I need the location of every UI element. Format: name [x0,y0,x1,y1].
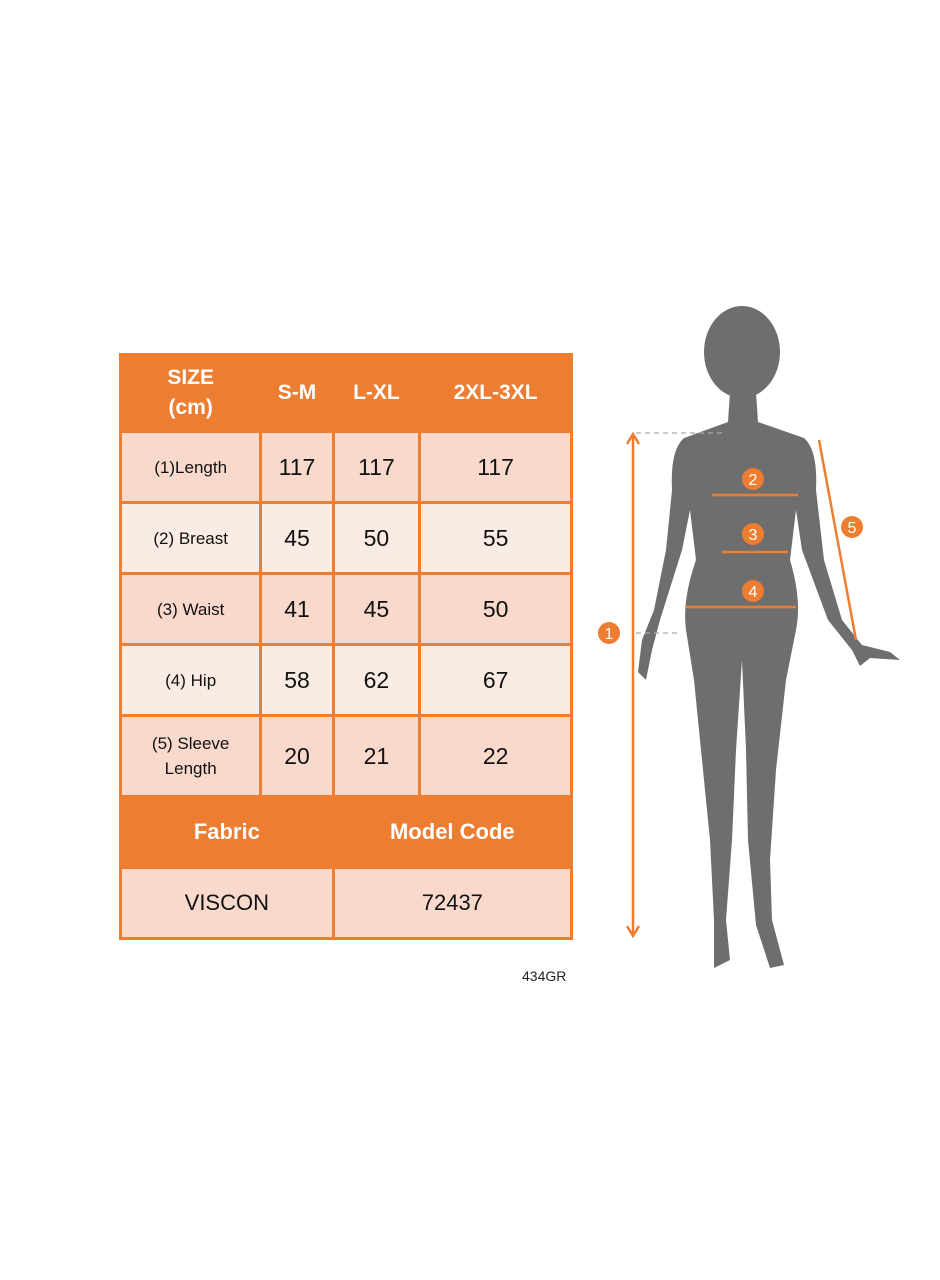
size-chart-table: SIZE (cm) S-M L-XL 2XL-3XL (1)Length 117 … [118,353,574,940]
header-row: SIZE (cm) S-M L-XL 2XL-3XL [118,353,573,433]
size-header: SIZE (cm) [118,353,263,433]
cell: 50 [331,501,422,575]
cell: 117 [418,430,573,504]
cell: 21 [331,714,422,798]
product-code: 434GR [522,968,567,984]
row-label-line1: (5) Sleeve [151,734,230,753]
marker-3: 3 [749,527,758,544]
sleeve-arrow [817,439,858,641]
body-measurement-figure: 1 2 3 4 5 [598,306,900,968]
cell: 62 [331,643,422,717]
cell: 50 [418,572,573,646]
table-row: (5) Sleeve Length 20 21 22 [118,714,573,798]
model-code-value: 72437 [331,866,574,940]
cell: 41 [259,572,335,646]
cell: 117 [331,430,422,504]
row-label: (2) Breast [118,501,263,575]
woman-silhouette [638,306,900,968]
fabric-value: VISCON [119,866,335,940]
cell: 22 [418,714,573,798]
footer-header-row: Fabric Model Code [119,795,574,869]
measure-lines [625,431,858,939]
row-label-line2: Length [164,759,217,778]
row-label: (3) Waist [118,572,263,646]
cell: 45 [331,572,422,646]
size-col-s-m: S-M [259,353,335,433]
cell: 55 [418,501,573,575]
row-label: (4) Hip [118,643,263,717]
cell: 45 [259,501,335,575]
model-code-header: Model Code [331,795,574,869]
table-row: (3) Waist 41 45 50 [118,572,573,646]
marker-badges: 1 2 3 4 5 [598,468,863,644]
cell: 58 [259,643,335,717]
cell: 117 [259,430,335,504]
marker-5: 5 [848,520,857,537]
table-row: (2) Breast 45 50 55 [118,501,573,575]
size-col-2xl-3xl: 2XL-3XL [418,353,573,433]
table-row: (4) Hip 58 62 67 [118,643,573,717]
row-label: (1)Length [118,430,263,504]
guide-lines [636,432,722,634]
size-header-line2: (cm) [168,396,213,419]
size-header-line1: SIZE [167,366,214,389]
footer-value-row: VISCON 72437 [119,866,574,940]
fabric-header: Fabric [119,795,335,869]
cell: 20 [259,714,335,798]
table-row: (1)Length 117 117 117 [118,430,573,504]
marker-4: 4 [749,584,758,601]
cell: 67 [418,643,573,717]
marker-2: 2 [749,472,758,489]
marker-1: 1 [605,626,614,643]
row-label: (5) Sleeve Length [118,714,263,798]
size-col-l-xl: L-XL [331,353,422,433]
